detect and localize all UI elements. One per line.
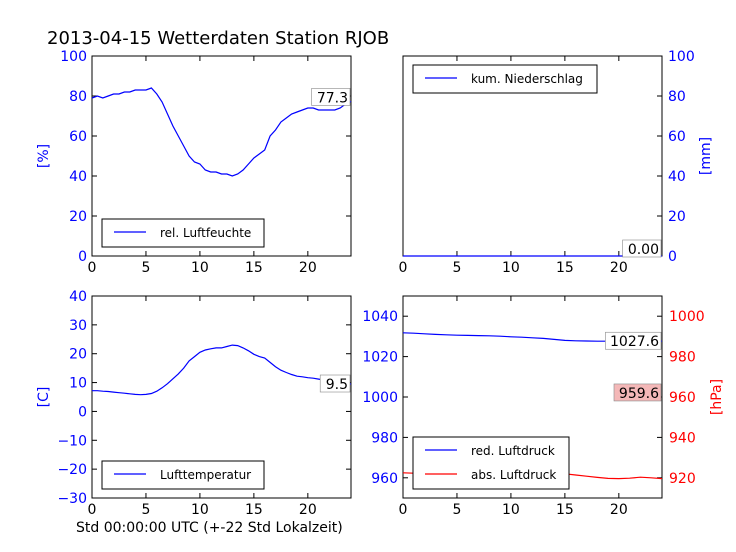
temperature-ylabel: [C] [36,387,52,408]
precipitation-legend-label-0: kum. Niederschlag [471,72,583,86]
pressure-xtick-label-1: 5 [452,502,461,518]
pressure-legend-label-1: abs. Luftdruck [471,468,556,482]
humidity-ytick-label-1: 20 [69,209,87,225]
temperature-ytick-label-2: −10 [57,433,87,449]
pressure-right-ytick-label-1: 940 [669,430,696,446]
humidity-xtick-label-1: 5 [141,260,150,276]
precipitation-legend-box [412,64,598,94]
temperature-xtick-label-2: 10 [191,502,209,518]
temperature-annotation-box [319,374,351,393]
pressure-right-ylabel: [hPa] [709,379,725,415]
humidity-plot-frame [91,55,352,257]
precipitation-ytick-label-4: 80 [668,89,686,105]
temperature-xtick-label-1: 5 [141,502,150,518]
figure-title: 2013-04-15 Wetterdaten Station RJOB [47,28,389,49]
precipitation-xtick-label-4: 20 [610,260,628,276]
precipitation-xtick-label-1: 5 [452,260,461,276]
pressure-ytick-label-4: 1040 [362,309,398,325]
temperature-ytick-label-0: −30 [57,491,87,507]
pressure-xtick-label-4: 20 [610,502,628,518]
precipitation-xtick-label-2: 10 [502,260,520,276]
precipitation-ytick-label-3: 60 [668,129,686,145]
humidity-ytick-label-4: 80 [69,89,87,105]
pressure-xtick-label-2: 10 [502,502,520,518]
temperature-xtick-label-0: 0 [88,502,97,518]
humidity-series-line-0 [91,87,352,177]
pressure-annotation-blue-box [605,331,662,350]
temperature-ytick-label-5: 20 [69,347,87,363]
temperature-xtick-label-4: 20 [299,502,317,518]
temperature-xtick-label-3: 15 [245,502,263,518]
humidity-ytick-label-0: 0 [78,249,87,265]
humidity-annotation-box [311,88,351,106]
precipitation-ytick-label-5: 100 [668,49,695,65]
x-axis-label: Std 00:00:00 UTC (+-22 Std Lokalzeit) [76,520,343,536]
temperature-ytick-label-6: 30 [69,318,87,334]
humidity-xtick-label-0: 0 [88,260,97,276]
pressure-ytick-label-2: 1000 [362,390,398,406]
precipitation-annotation: 0.00 [628,242,659,258]
pressure-right-ytick-label-3: 980 [669,350,696,366]
humidity-ytick-label-5: 100 [60,49,87,65]
pressure-annotation-red-box [613,383,662,402]
precipitation-ylabel: [mm] [698,137,714,175]
pressure-annotation-red: 959.6 [619,386,659,402]
precipitation-ytick-label-2: 40 [668,169,686,185]
pressure-legend-box [412,436,570,490]
pressure-right-ytick-label-0: 920 [669,471,696,487]
pressure-right-ytick-label-4: 1000 [669,309,705,325]
humidity-xtick-label-2: 10 [191,260,209,276]
temperature-ytick-label-3: 0 [78,404,87,420]
temperature-plot-frame [91,295,352,499]
temperature-legend-label-0: Lufttemperatur [160,468,251,482]
humidity-annotation: 77.3 [317,90,348,106]
precipitation-ytick-label-0: 0 [668,249,677,265]
pressure-legend-label-0: red. Luftdruck [471,444,555,458]
humidity-xtick-label-3: 15 [245,260,263,276]
temperature-series-line-0 [92,344,352,396]
pressure-xtick-label-0: 0 [399,502,408,518]
humidity-ylabel: [%] [36,144,52,168]
temperature-ytick-label-4: 10 [69,376,87,392]
humidity-xtick-label-4: 20 [299,260,317,276]
temperature-legend-box [101,460,265,490]
pressure-ytick-label-1: 980 [371,430,398,446]
pressure-annotation-blue: 1027.6 [610,334,659,350]
pressure-xtick-label-3: 15 [556,502,574,518]
humidity-legend-label-0: rel. Luftfeuchte [160,226,251,240]
precipitation-ytick-label-1: 20 [668,209,686,225]
temperature-annotation: 9.5 [326,377,348,393]
humidity-ytick-label-3: 60 [69,129,87,145]
temperature-ytick-label-1: −20 [57,462,87,478]
precipitation-xtick-label-0: 0 [399,260,408,276]
precipitation-annotation-box [622,239,662,258]
pressure-ytick-label-0: 960 [371,471,398,487]
humidity-ytick-label-2: 40 [69,169,87,185]
pressure-ytick-label-3: 1020 [362,350,398,366]
temperature-ytick-label-7: 40 [69,289,87,305]
humidity-legend-box [101,218,265,248]
precipitation-xtick-label-3: 15 [556,260,574,276]
pressure-right-ytick-label-2: 960 [669,390,696,406]
